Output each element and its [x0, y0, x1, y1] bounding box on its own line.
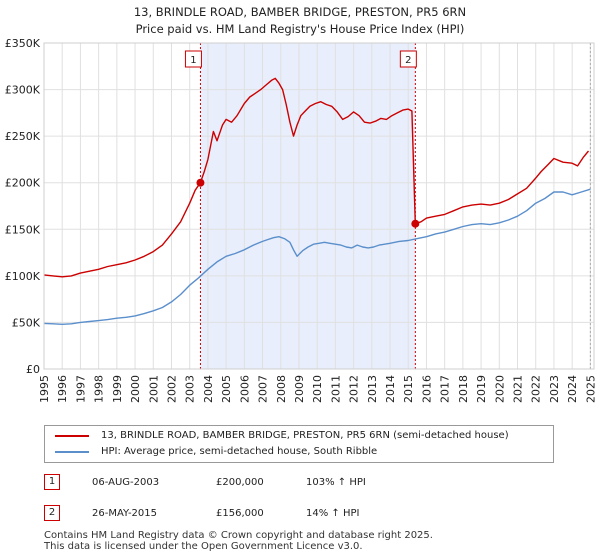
- footer-copyright: Contains HM Land Registry data © Crown c…: [44, 530, 433, 541]
- x-tick-label: 2022: [530, 375, 543, 403]
- legend-label-hpi: HPI: Average price, semi-detached house,…: [101, 446, 378, 457]
- x-tick-label: 2017: [439, 375, 452, 403]
- sale-hpi-change: 14% ↑ HPI: [306, 508, 360, 519]
- x-tick-label: 2020: [493, 375, 506, 403]
- sale-price: £156,000: [216, 508, 264, 519]
- x-tick-label: 2025: [584, 375, 597, 403]
- footer: Contains HM Land Registry data © Crown c…: [44, 530, 433, 552]
- x-tick-label: 2002: [165, 375, 178, 403]
- x-tick-label: 2021: [512, 375, 525, 403]
- plot-frame: [43, 42, 595, 370]
- x-tick-label: 2005: [220, 375, 233, 403]
- x-tick-label: 2000: [129, 375, 142, 403]
- x-tick-label: 1995: [38, 375, 51, 403]
- x-tick-label: 2019: [475, 375, 488, 403]
- sale-point: [196, 178, 205, 187]
- y-tick-label: £100K: [5, 270, 41, 283]
- sale-number-badge: 1: [44, 474, 60, 490]
- legend-label-property: 13, BRINDLE ROAD, BAMBER BRIDGE, PRESTON…: [101, 430, 509, 441]
- y-tick-label: £0: [26, 363, 40, 376]
- footer-licence: This data is licensed under the Open Gov…: [44, 541, 363, 552]
- sale-number-badge: 2: [44, 505, 60, 521]
- y-tick-label: £200K: [5, 177, 41, 190]
- sale-date: 06-AUG-2003: [92, 477, 160, 488]
- x-tick-label: 2014: [384, 375, 397, 403]
- x-tick-label: 2010: [311, 375, 324, 403]
- x-tick-label: 2023: [548, 375, 561, 403]
- x-tick-label: 2008: [275, 375, 288, 403]
- x-tick-label: 2016: [420, 375, 433, 403]
- x-tick-label: 2004: [202, 375, 215, 403]
- sale-badge-box: [184, 50, 202, 68]
- y-tick-label: £250K: [5, 130, 41, 143]
- sale-point: [411, 219, 420, 228]
- chart-subtitle: Price paid vs. HM Land Registry's House …: [136, 22, 465, 36]
- x-tick-label: 2006: [238, 375, 251, 403]
- x-tick-label: 2011: [329, 375, 342, 403]
- legend-swatch-hpi: [55, 451, 89, 453]
- y-tick-label: £350K: [5, 37, 41, 50]
- x-tick-label: 2009: [293, 375, 306, 403]
- x-tick-label: 2024: [566, 375, 579, 403]
- x-tick-label: 2003: [184, 375, 197, 403]
- sale-badge-box: [399, 50, 417, 68]
- sale-badge-label: 1: [190, 55, 196, 66]
- y-tick-label: £300K: [5, 84, 41, 97]
- sale-price: £200,000: [216, 477, 264, 488]
- legend-swatch-property: [55, 435, 89, 437]
- series-line-property: [43, 77, 590, 278]
- x-tick-label: 2001: [147, 375, 160, 403]
- x-tick-label: 1996: [56, 375, 69, 403]
- sale-hpi-change: 103% ↑ HPI: [306, 477, 366, 488]
- x-tick-label: 2012: [348, 375, 361, 403]
- x-tick-label: 1997: [74, 375, 87, 403]
- price-chart: 13, BRINDLE ROAD, BAMBER BRIDGE, PRESTON…: [5, 5, 598, 403]
- x-tick-label: 2007: [257, 375, 270, 403]
- legend: 13, BRINDLE ROAD, BAMBER BRIDGE, PRESTON…: [44, 425, 554, 463]
- x-tick-label: 1998: [93, 375, 106, 403]
- chart-title: 13, BRINDLE ROAD, BAMBER BRIDGE, PRESTON…: [134, 5, 466, 19]
- y-tick-label: £150K: [5, 223, 41, 236]
- x-tick-label: 2015: [402, 375, 415, 403]
- sale-badge-label: 2: [405, 55, 411, 66]
- series-line-hpi: [43, 188, 591, 325]
- ownership-shade: [200, 43, 416, 369]
- x-tick-label: 2013: [366, 375, 379, 403]
- sale-date: 26-MAY-2015: [92, 508, 158, 519]
- x-tick-label: 1999: [111, 375, 124, 403]
- y-tick-label: £50K: [12, 316, 41, 329]
- x-tick-label: 2018: [457, 375, 470, 403]
